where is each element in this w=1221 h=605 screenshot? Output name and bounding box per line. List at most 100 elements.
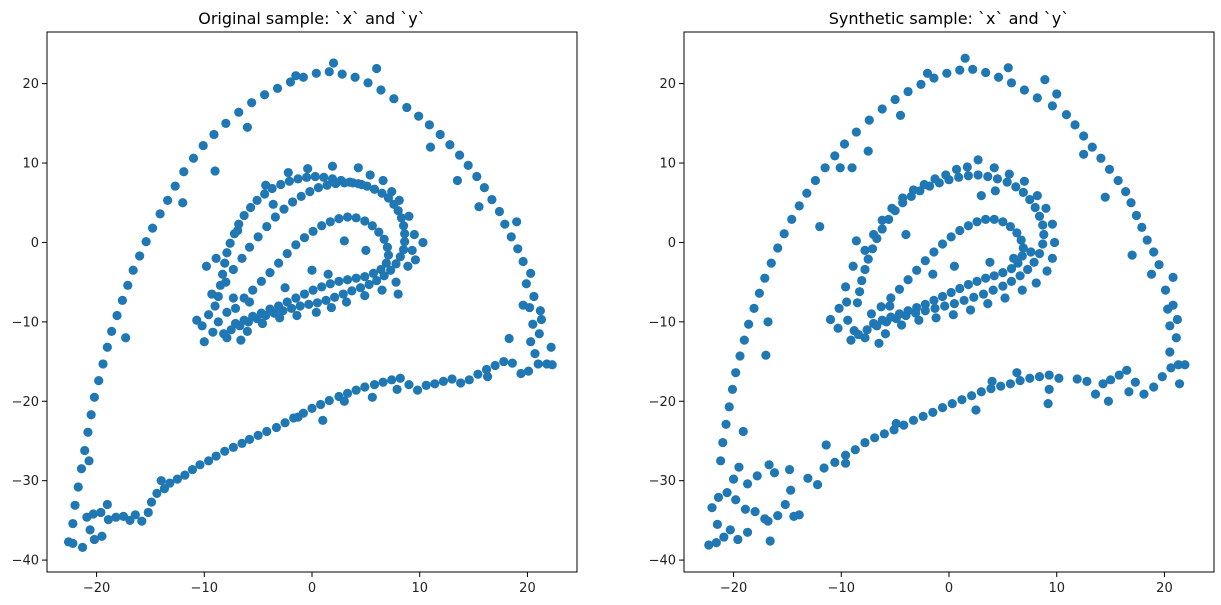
y-tick-label: −10 — [12, 315, 39, 330]
data-point-synthetic — [963, 279, 973, 290]
data-point-original — [180, 470, 190, 480]
data-point-original — [445, 140, 455, 150]
data-point-original — [143, 507, 153, 518]
data-point-original — [237, 438, 247, 448]
data-point-original — [338, 289, 348, 299]
data-point-original — [487, 194, 497, 205]
data-point-original — [407, 245, 417, 255]
data-point-synthetic — [840, 282, 851, 292]
data-point-synthetic — [820, 163, 830, 173]
data-point-original — [389, 94, 399, 104]
data-point-synthetic — [863, 146, 873, 156]
data-point-original — [221, 277, 231, 287]
data-point-original — [247, 98, 257, 108]
data-point-synthetic — [819, 463, 829, 473]
data-point-synthetic — [1038, 239, 1048, 249]
data-point-synthetic — [1180, 360, 1190, 370]
data-point-synthetic — [1049, 237, 1060, 248]
data-point-synthetic — [898, 193, 908, 203]
data-point-original — [311, 307, 321, 317]
data-point-original — [350, 72, 360, 82]
data-point-original — [260, 90, 270, 100]
data-point-original — [339, 396, 349, 406]
data-point-synthetic — [722, 487, 732, 498]
data-point-original — [414, 111, 424, 121]
data-point-synthetic — [1025, 194, 1035, 205]
data-point-original — [379, 234, 389, 244]
data-point-original — [454, 150, 465, 160]
data-point-synthetic — [780, 499, 790, 510]
data-point-synthetic — [998, 217, 1008, 227]
data-point-synthetic — [707, 503, 717, 513]
data-point-synthetic — [1052, 89, 1062, 99]
data-point-synthetic — [955, 283, 965, 294]
data-point-original — [128, 265, 138, 275]
data-point-synthetic — [1163, 304, 1173, 314]
data-point-original — [256, 308, 266, 318]
data-point-synthetic — [1006, 264, 1017, 274]
data-point-synthetic — [929, 247, 939, 257]
data-point-original — [325, 279, 335, 289]
data-point-original — [85, 525, 95, 535]
x-tick-label: 20 — [1156, 581, 1173, 596]
data-point-synthetic — [1124, 387, 1134, 397]
data-point-synthetic — [835, 163, 845, 173]
data-point-synthetic — [852, 298, 863, 308]
data-point-synthetic — [830, 151, 840, 161]
data-point-synthetic — [920, 306, 930, 316]
data-point-original — [146, 497, 157, 507]
data-point-synthetic — [887, 203, 897, 213]
data-point-original — [228, 293, 238, 303]
data-point-original — [228, 264, 238, 275]
chart-title-synthetic: Synthetic sample: `x` and `y` — [829, 9, 1069, 28]
data-point-synthetic — [724, 402, 734, 412]
data-point-synthetic — [721, 419, 731, 429]
data-point-original — [435, 129, 445, 140]
data-point-original — [481, 364, 492, 375]
data-point-synthetic — [1105, 375, 1116, 385]
data-point-synthetic — [955, 65, 965, 75]
data-point-original — [197, 321, 207, 331]
data-point-original — [172, 474, 182, 484]
data-point-original — [102, 342, 112, 352]
data-point-synthetic — [897, 320, 907, 330]
data-point-synthetic — [967, 391, 977, 401]
data-point-original — [209, 129, 219, 140]
data-point-synthetic — [1098, 379, 1108, 389]
data-point-synthetic — [1042, 266, 1052, 276]
data-point-original — [518, 300, 528, 310]
data-point-original — [163, 195, 173, 205]
data-point-original — [516, 368, 526, 379]
data-point-synthetic — [1017, 285, 1027, 295]
data-point-synthetic — [713, 492, 724, 502]
data-point-original — [291, 240, 301, 250]
data-point-synthetic — [973, 155, 983, 165]
data-point-original — [438, 376, 449, 387]
data-point-original — [96, 507, 106, 518]
data-point-original — [342, 212, 353, 222]
data-point-original — [88, 509, 98, 519]
data-point-original — [274, 258, 284, 268]
y-tick-label: −20 — [12, 395, 39, 410]
data-point-synthetic — [1122, 365, 1132, 375]
data-point-original — [76, 464, 87, 474]
data-point-synthetic — [992, 174, 1003, 184]
data-point-original — [313, 183, 324, 193]
data-point-synthetic — [821, 440, 831, 450]
y-tick-label: −40 — [649, 554, 676, 569]
data-point-synthetic — [731, 368, 741, 378]
data-point-original — [337, 69, 347, 79]
data-point-synthetic — [761, 350, 771, 360]
data-point-synthetic — [1029, 257, 1039, 267]
data-point-synthetic — [847, 163, 857, 173]
data-point-original — [230, 303, 241, 313]
x-tick-label: −10 — [828, 581, 855, 596]
data-point-synthetic — [919, 179, 929, 190]
data-point-original — [535, 306, 545, 316]
data-point-synthetic — [876, 302, 886, 312]
data-point-original — [272, 83, 283, 93]
data-point-original — [103, 514, 113, 525]
data-point-synthetic — [840, 458, 851, 468]
data-point-synthetic — [854, 287, 865, 297]
data-point-original — [292, 310, 302, 321]
